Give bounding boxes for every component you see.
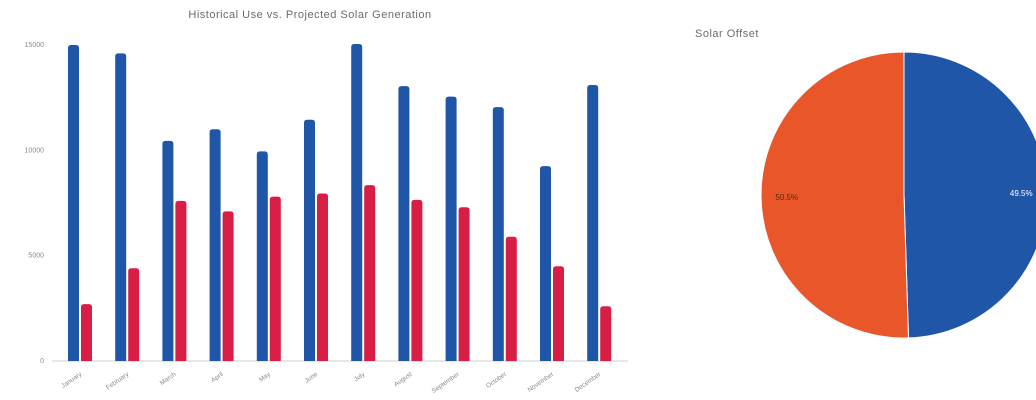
bar-historical-use <box>162 140 174 361</box>
bar-projected-solar <box>411 199 423 361</box>
x-tick-label: April <box>210 371 225 385</box>
y-tick-label: 10000 <box>25 147 45 154</box>
bar-historical-use <box>209 129 221 361</box>
bar-projected-solar <box>505 236 517 361</box>
y-tick-label: 0 <box>40 358 44 365</box>
bar-historical-use <box>68 45 79 361</box>
pie-slice-label: 49.5% <box>1010 189 1033 198</box>
bar-projected-solar <box>600 306 612 361</box>
x-tick-label: August <box>393 371 414 388</box>
x-tick-label: July <box>353 370 367 383</box>
bar-historical-use <box>540 166 551 361</box>
bar-chart-title: Historical Use vs. Projected Solar Gener… <box>188 9 431 21</box>
pie-chart: Solar Offset 49.5% 50.5% <box>695 28 1036 339</box>
x-tick-label: May <box>258 370 273 383</box>
pie-slice <box>903 51 1036 339</box>
bar-projected-solar <box>364 185 376 361</box>
bar-projected-solar <box>128 268 140 361</box>
bar-projected-solar <box>81 304 92 361</box>
bar-historical-use <box>351 43 363 362</box>
bar-projected-solar <box>458 207 470 361</box>
pie-slices: 49.5% 50.5% <box>760 51 1036 339</box>
bar-historical-use <box>587 85 599 361</box>
y-tick-label: 15000 <box>25 42 45 49</box>
bar-historical-use <box>115 53 127 361</box>
x-tick-label: June <box>304 371 320 385</box>
x-tick-label: January <box>60 370 84 389</box>
bar-projected-solar <box>317 193 328 361</box>
pie-slice-label: 50.5% <box>775 193 798 202</box>
bars <box>68 43 612 362</box>
x-tick-label: December <box>574 370 603 393</box>
bar-projected-solar <box>222 211 234 361</box>
x-axis: January February March April May June July Augu… <box>60 370 603 394</box>
bar-historical-use <box>256 151 268 361</box>
x-tick-label: October <box>485 370 509 389</box>
bar-historical-use <box>398 86 410 361</box>
bar-chart: Historical Use vs. Projected Solar Gener… <box>25 9 628 395</box>
x-tick-label: September <box>431 370 462 394</box>
pie-slice <box>760 51 910 339</box>
bar-historical-use <box>304 119 315 361</box>
bar-projected-solar <box>553 266 564 361</box>
x-tick-label: February <box>105 370 131 391</box>
y-tick-label: 5000 <box>28 253 44 260</box>
bar-historical-use <box>445 96 457 361</box>
bar-historical-use <box>492 107 504 361</box>
pie-chart-title: Solar Offset <box>695 28 759 40</box>
y-axis: 15000 10000 5000 0 <box>25 42 45 365</box>
bar-projected-solar <box>269 196 281 361</box>
bar-projected-solar <box>175 200 187 361</box>
x-tick-label: March <box>159 371 178 387</box>
x-tick-label: November <box>527 370 556 393</box>
